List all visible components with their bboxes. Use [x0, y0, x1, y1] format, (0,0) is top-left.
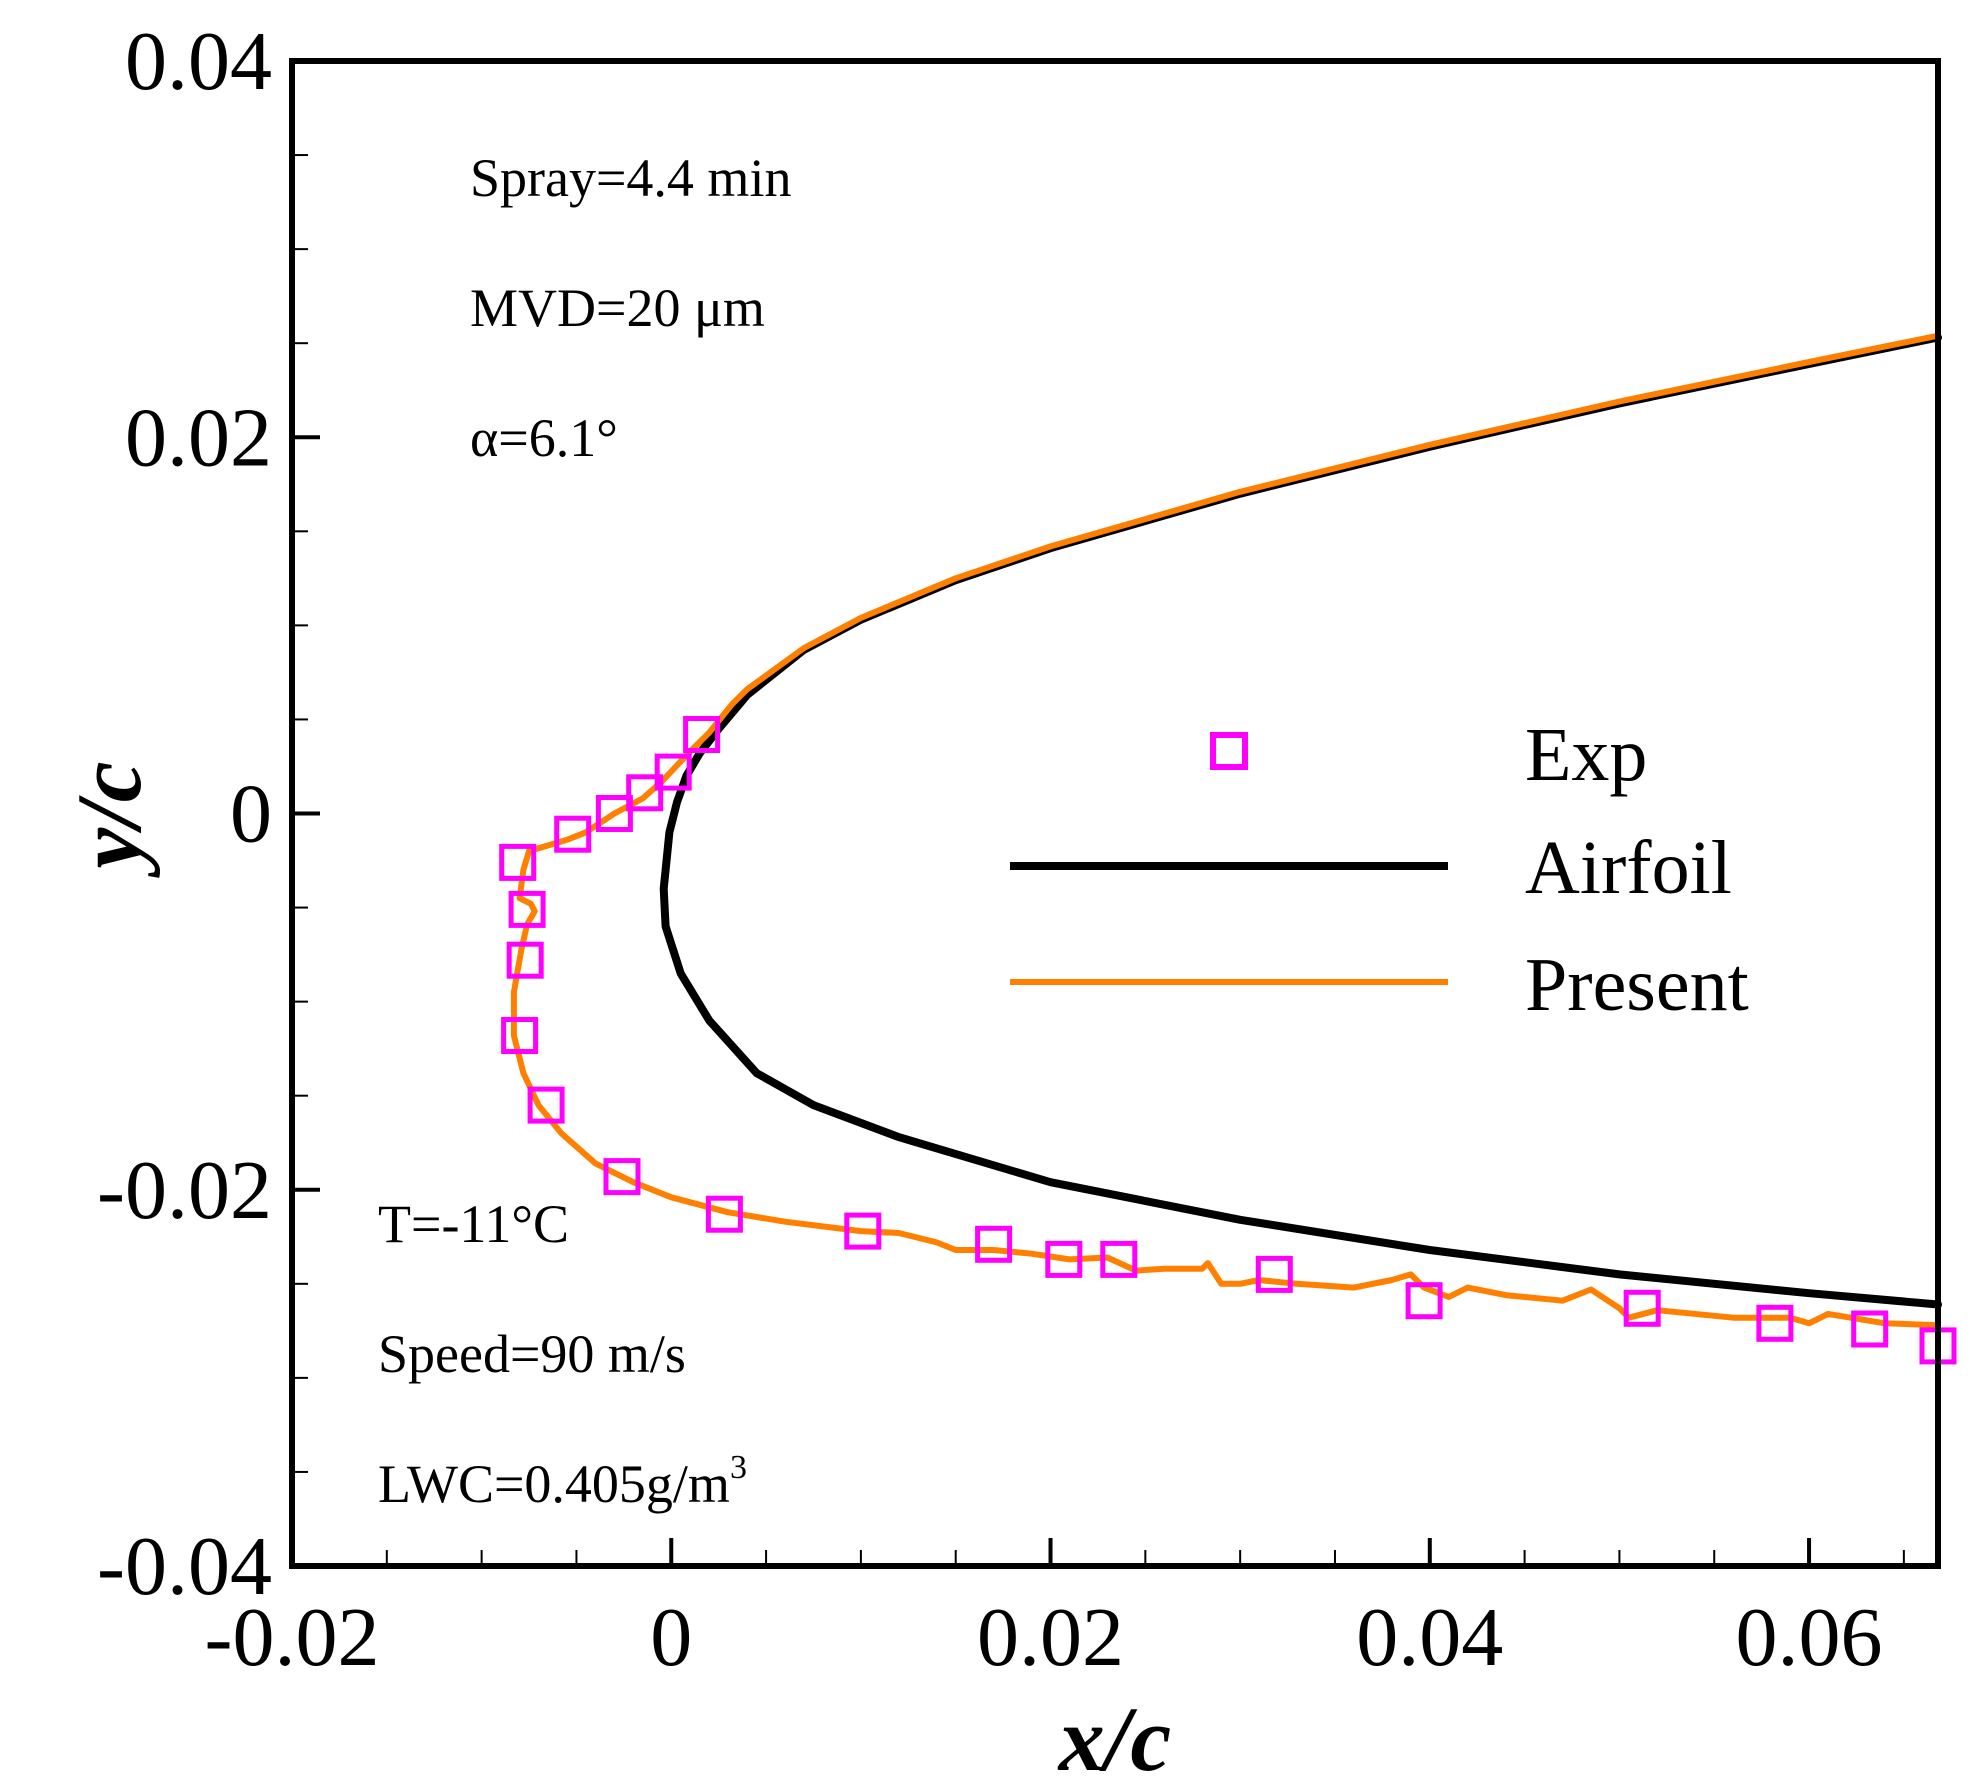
exp-marker: [844, 1212, 882, 1250]
legend-label-airfoil: Airfoil: [1525, 826, 1732, 910]
exp-marker: [501, 1017, 539, 1054]
legend-marker-exp: [1210, 732, 1248, 770]
exp-marker: [595, 795, 633, 832]
plot-series: [499, 332, 1957, 1365]
x-tick-label: -0.02: [205, 1591, 380, 1684]
exp-marker: [1405, 1282, 1443, 1320]
y-axis-title: y/c: [58, 761, 160, 878]
x-tick-label: 0.06: [1736, 1591, 1883, 1684]
exp-marker: [1623, 1289, 1661, 1327]
annotation-alpha: α=6.1°: [470, 408, 618, 468]
exp-marker: [527, 1086, 565, 1124]
x-tick-label: 0.02: [977, 1591, 1124, 1684]
exp-marker: [499, 843, 537, 881]
exp-marker: [506, 941, 544, 979]
annotation-temperature: T=-11°C: [378, 1194, 569, 1254]
exp-marker: [554, 815, 592, 853]
annotation-mvd: MVD=20 μm: [470, 278, 765, 338]
x-axis-title: x/c: [1057, 1688, 1171, 1785]
exp-marker: [683, 716, 721, 753]
exp-marker: [1100, 1240, 1138, 1278]
exp-marker: [508, 890, 546, 928]
y-tick-label: 0: [230, 768, 272, 861]
legend: Exp Airfoil Present: [1010, 713, 1749, 1027]
exp-marker: [1255, 1255, 1293, 1293]
exp-marker: [1045, 1240, 1083, 1278]
exp-marker: [603, 1158, 641, 1196]
exp-marker: [654, 753, 692, 791]
annotation-spray: Spray=4.4 min: [470, 148, 791, 208]
y-tick-label: 0.02: [125, 391, 272, 484]
y-tick-label: -0.04: [97, 1520, 272, 1613]
x-tick-label: 0: [650, 1591, 692, 1684]
exp-marker: [1851, 1310, 1889, 1348]
annotation-lwc-text: LWC=0.405g/m: [378, 1454, 730, 1514]
exp-marker: [975, 1225, 1013, 1263]
exp-marker: [705, 1195, 743, 1233]
present-line: [510, 332, 1941, 1329]
exp-marker: [1756, 1304, 1794, 1342]
annotation-lwc: LWC=0.405g/m3: [378, 1449, 747, 1514]
exp-marker: [626, 774, 664, 812]
annotation-speed: Speed=90 m/s: [378, 1324, 686, 1384]
y-tick-label: -0.02: [97, 1144, 272, 1237]
legend-label-present: Present: [1525, 943, 1749, 1027]
annotation-lwc-superscript: 3: [730, 1449, 747, 1486]
x-tick-label: 0.04: [1356, 1591, 1503, 1684]
y-tick-label: 0.04: [125, 15, 272, 108]
legend-label-exp: Exp: [1525, 713, 1647, 797]
